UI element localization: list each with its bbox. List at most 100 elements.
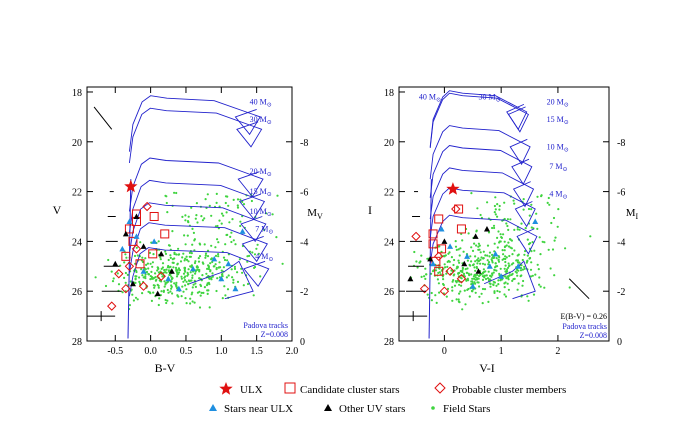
field-star-point: [498, 240, 501, 243]
field-star-point: [502, 233, 505, 236]
field-star-point: [183, 266, 186, 269]
field-star-point: [475, 265, 478, 269]
field-star-point: [200, 291, 203, 294]
field-star-point: [198, 242, 201, 245]
field-star-point: [144, 277, 147, 280]
y-tick-label: 22: [72, 188, 82, 199]
field-star-point: [489, 274, 492, 277]
field-star-point: [168, 273, 171, 277]
field-star-point: [494, 213, 497, 216]
field-star-point: [458, 283, 461, 286]
field-star-point: [186, 234, 189, 237]
field-star-point: [215, 192, 218, 195]
field-star-point: [232, 281, 235, 284]
field-star-point: [128, 304, 131, 307]
field-star-point: [474, 260, 477, 263]
field-star-point: [124, 271, 127, 275]
stars-near-ulx-point: [239, 228, 246, 234]
y2-tick-label: -6: [300, 188, 308, 199]
field-star-point: [487, 263, 490, 266]
candidate-cluster-stars-point: [437, 244, 447, 254]
field-star-point: [493, 242, 496, 245]
field-star-point: [159, 256, 162, 259]
field-star-point: [463, 289, 466, 292]
field-star-point: [187, 268, 190, 271]
field-star-point: [142, 276, 145, 279]
field-star-point: [195, 265, 198, 268]
field-star-point: [176, 271, 179, 274]
field-star-point: [464, 303, 467, 306]
field-star-point: [149, 278, 152, 281]
field-star-point: [493, 226, 496, 230]
field-star-point: [457, 259, 460, 262]
field-star-point: [540, 195, 543, 198]
field-star-point: [504, 275, 507, 278]
field-star-point: [138, 276, 141, 279]
field-star-point: [445, 272, 448, 275]
field-star-point: [487, 261, 491, 264]
field-star-point: [494, 196, 497, 199]
x-tick-label: 0.0: [144, 346, 157, 357]
field-star-point: [464, 268, 467, 271]
field-star-point: [470, 192, 473, 195]
field-star-point: [529, 242, 532, 245]
y-axis-label-vi: I: [368, 203, 372, 217]
field-star-point: [184, 243, 187, 246]
field-star-point: [191, 227, 194, 230]
points-bv: [107, 179, 246, 311]
field-star-point: [175, 191, 178, 195]
field-star-point: [493, 268, 496, 271]
probable-cluster-members-point: [156, 271, 166, 281]
track-mass-label: 20 M⊙: [547, 97, 569, 108]
field-star-point: [481, 262, 485, 265]
field-star-point: [472, 263, 475, 266]
field-star-point: [444, 254, 447, 257]
field-star-point: [147, 267, 150, 270]
field-star-point: [214, 225, 217, 228]
field-star-point: [173, 282, 176, 285]
field-star-point: [215, 289, 218, 293]
field-star-point: [214, 263, 217, 266]
plot-frame: [86, 86, 293, 342]
field-star-point: [167, 291, 170, 294]
field-star-point: [461, 269, 464, 272]
field-star-point: [499, 233, 502, 236]
field-star-point: [152, 291, 155, 294]
field-star-point: [479, 213, 482, 217]
field-star-point: [210, 214, 213, 217]
other-uv-stars-point: [154, 290, 161, 297]
field-star-point: [134, 296, 138, 299]
field-star-point: [518, 228, 521, 231]
field-star-point: [190, 206, 193, 209]
probable-cluster-members-point: [411, 231, 421, 242]
field-star-point: [184, 297, 187, 300]
field-star-point: [150, 270, 153, 273]
field-star-point: [192, 283, 195, 286]
field-star-point: [547, 196, 550, 200]
field-star-point: [499, 267, 502, 270]
field-star-point: [204, 254, 207, 257]
field-star-point: [203, 286, 206, 289]
field-star-point: [116, 272, 119, 275]
field-star-point: [519, 269, 523, 272]
field-star-point: [503, 245, 506, 249]
field-star-point: [529, 256, 532, 260]
field-star-point: [503, 240, 506, 243]
field-star-point: [554, 236, 557, 239]
track-mass-label: 15 M⊙: [547, 115, 569, 126]
field-star-point: [454, 240, 457, 243]
field-star-point: [546, 201, 549, 204]
stars-near-ulx-point: [430, 260, 437, 267]
field-star-point: [224, 294, 227, 297]
field-star-point: [191, 286, 194, 289]
field-star-point: [136, 254, 139, 257]
field-star-point: [185, 258, 189, 261]
evolutionary-track-line: [128, 179, 266, 233]
field-stars-vi: [409, 192, 592, 311]
field-star-point: [455, 267, 458, 270]
field-star-point: [503, 267, 506, 270]
field-star-point: [523, 267, 526, 270]
other-uv-stars-point: [407, 275, 414, 282]
field-star-point: [281, 262, 284, 265]
field-star-point: [491, 253, 494, 256]
